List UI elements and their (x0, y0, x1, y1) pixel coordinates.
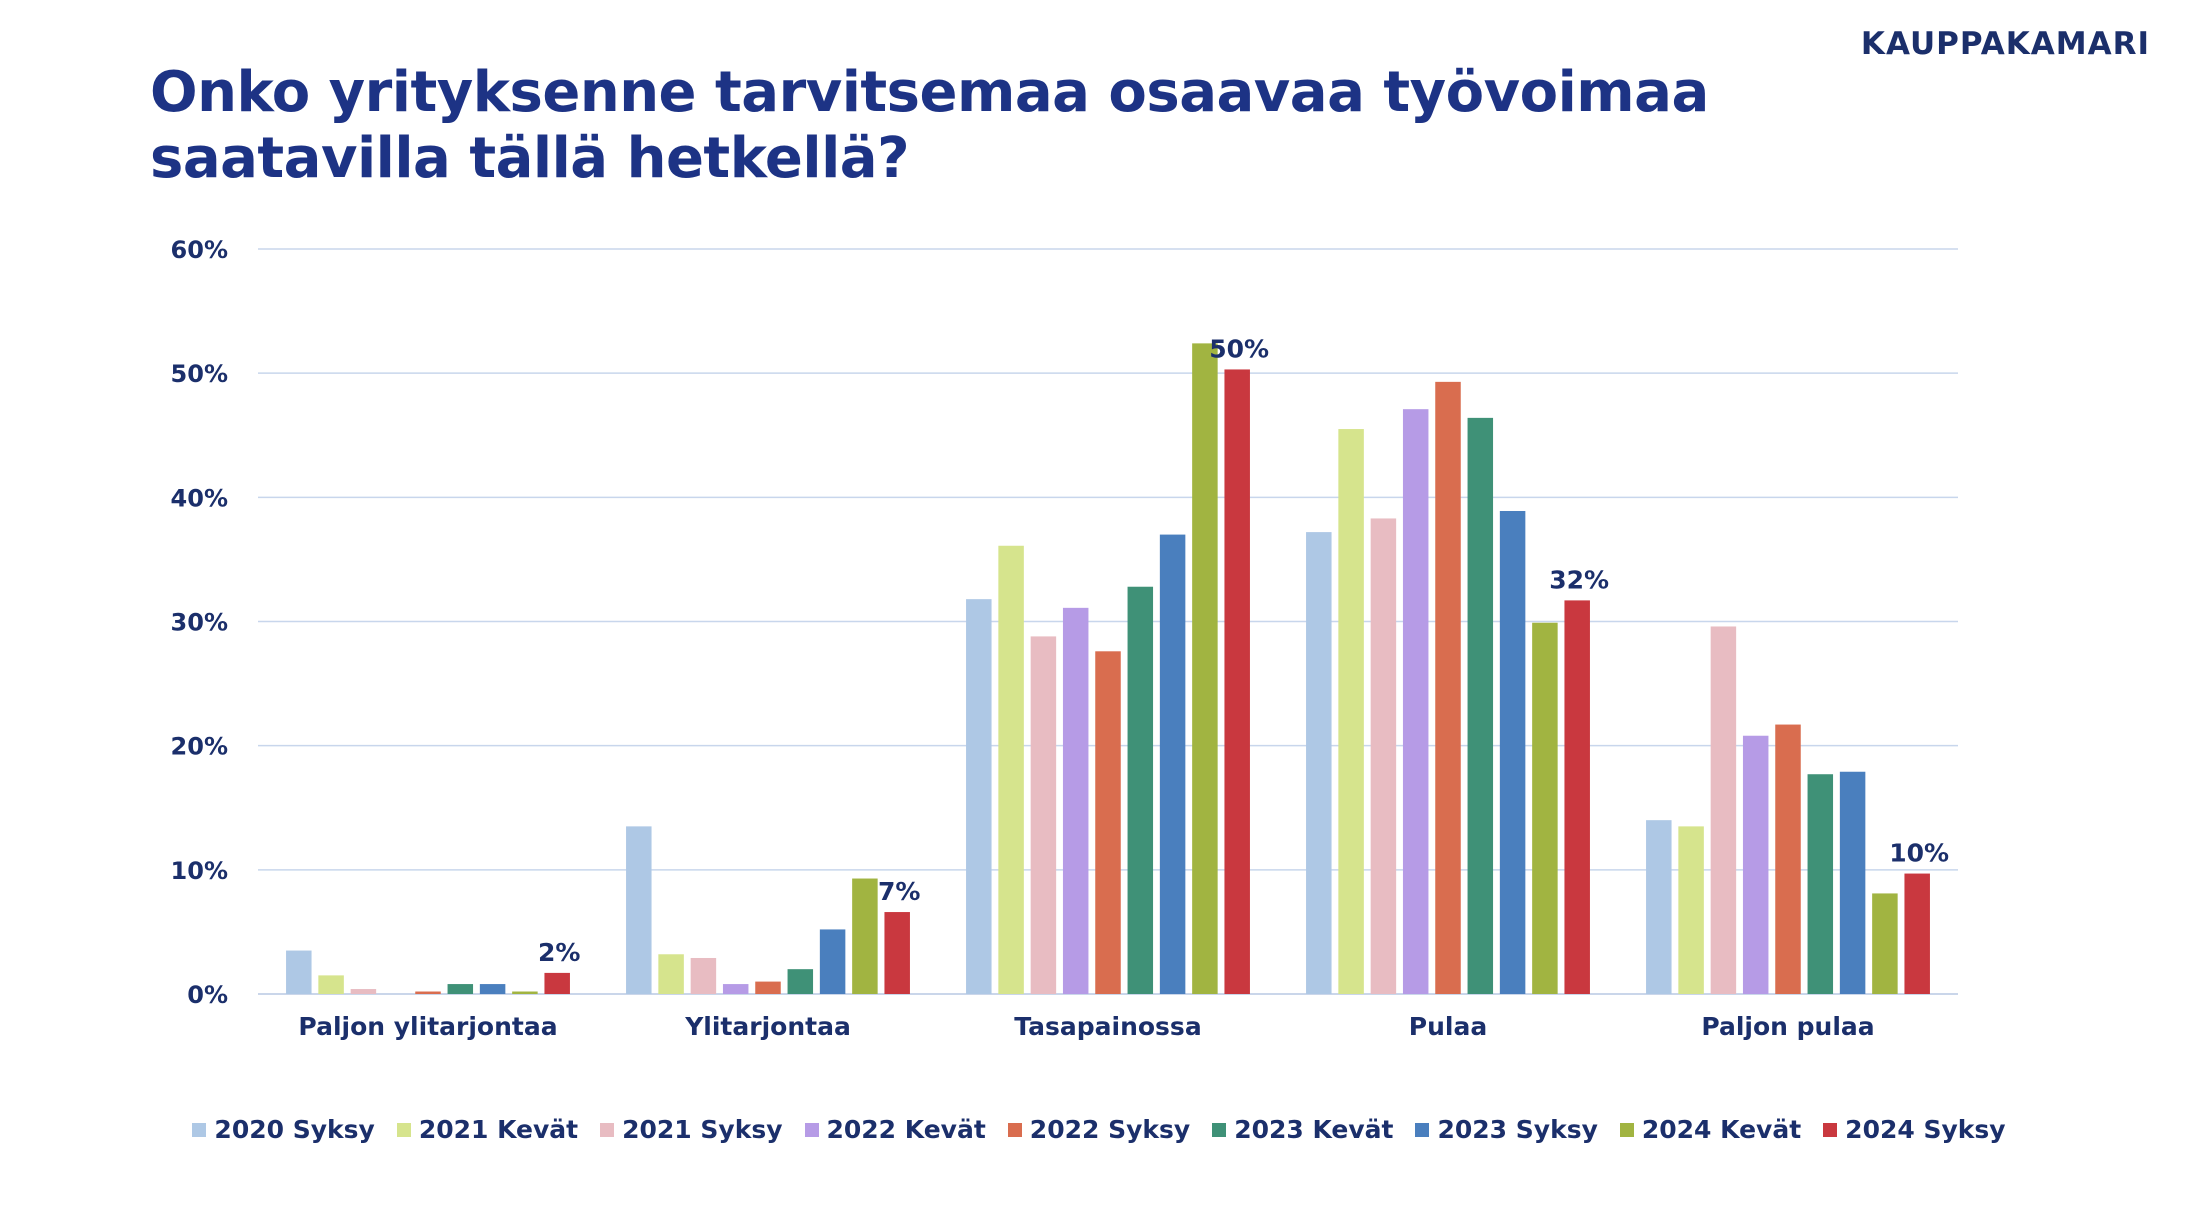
legend-label: 2023 Kevät (1234, 1115, 1394, 1144)
data-label: 50% (1209, 334, 1269, 363)
bar (1192, 343, 1218, 994)
legend-label: 2022 Syksy (1029, 1115, 1191, 1144)
legend-item: 2022 Kevät (804, 1115, 986, 1144)
legend-item: 2024 Kevät (1619, 1115, 1802, 1144)
bar (1678, 826, 1704, 994)
bar (690, 957, 717, 994)
chart-legend: 2020 Syksy 2021 Kevät 2021 Syksy 2022 Kevät… (0, 1115, 2198, 1144)
legend-label: 2020 Syksy (214, 1115, 375, 1144)
bar (787, 969, 814, 994)
y-tick-label: 20% (171, 733, 228, 761)
bar (1095, 651, 1121, 994)
x-tick-label: Ylitarjontaa (684, 1012, 851, 1041)
bar (626, 826, 652, 994)
x-tick-label: Tasapainossa (1014, 1012, 1201, 1041)
bar (1839, 771, 1866, 994)
bar (1435, 381, 1461, 994)
legend-swatch (1212, 1122, 1227, 1137)
page-title: Onko yrityksenne tarvitsemaa osaavaa työ… (150, 60, 1709, 191)
legend-item: 2023 Kevät (1212, 1115, 1393, 1144)
x-tick-label: Paljon ylitarjontaa (298, 1012, 557, 1041)
legend-item: 2024 Syksy (1823, 1115, 2006, 1144)
bar (1224, 369, 1250, 995)
legend-swatch (396, 1122, 411, 1137)
y-tick-label: 0% (187, 981, 228, 1009)
bar (1306, 532, 1332, 994)
legend-label: 2024 Syksy (1845, 1115, 2006, 1144)
legend-item: 2020 Syksy (192, 1115, 375, 1144)
x-tick-label: Pulaa (1409, 1012, 1487, 1041)
legend-swatch (192, 1122, 207, 1137)
bar (318, 975, 344, 994)
bar (479, 984, 506, 994)
bar (1062, 607, 1089, 994)
legend-item: 2021 Syksy (600, 1115, 783, 1144)
bar (966, 599, 992, 994)
bar (1370, 518, 1397, 994)
bar (884, 912, 910, 994)
data-label: 2% (538, 938, 580, 967)
bar (1532, 622, 1558, 994)
bar (1872, 893, 1898, 994)
y-tick-label: 40% (171, 484, 228, 512)
bar (544, 972, 570, 994)
legend-swatch (1007, 1122, 1022, 1137)
y-tick-label: 30% (171, 609, 228, 637)
bar (1338, 429, 1364, 995)
bar (722, 984, 749, 994)
bar (512, 991, 538, 994)
brand-logo: KAUPPAKAMARI (1860, 26, 2150, 62)
legend-swatch (1823, 1122, 1838, 1137)
bar (350, 989, 377, 994)
bar (1467, 417, 1494, 994)
x-tick-label: Paljon pulaa (1701, 1012, 1874, 1041)
bar (1127, 586, 1154, 994)
legend-item: 2021 Kevät (396, 1115, 579, 1144)
bar (1159, 534, 1186, 994)
data-label: 10% (1889, 839, 1949, 868)
bar (998, 545, 1024, 994)
bar (1904, 873, 1930, 994)
legend-label: 2023 Syksy (1437, 1115, 1598, 1144)
bar (1807, 774, 1834, 994)
legend-swatch (804, 1122, 819, 1137)
legend-label: 2021 Syksy (622, 1115, 783, 1144)
bar (1499, 510, 1526, 994)
y-tick-label: 10% (171, 857, 228, 885)
bar (755, 981, 781, 994)
bar (1742, 735, 1769, 994)
legend-swatch (600, 1122, 615, 1137)
legend-item: 2023 Syksy (1415, 1115, 1598, 1144)
bar (1710, 626, 1737, 994)
bar (819, 929, 846, 994)
bar (1564, 600, 1590, 994)
bar (415, 991, 441, 994)
bar (852, 878, 878, 994)
legend-label: 2022 Kevät (826, 1115, 986, 1144)
bar (1030, 636, 1057, 994)
legend-swatch (1619, 1122, 1634, 1137)
y-tick-label: 50% (171, 360, 228, 388)
bar (1402, 409, 1429, 994)
legend-label: 2024 Kevät (1641, 1115, 1802, 1144)
bar (658, 954, 684, 994)
legend-label: 2021 Kevät (418, 1115, 579, 1144)
bar (286, 950, 312, 994)
bar (1646, 820, 1672, 994)
legend-swatch (1415, 1122, 1430, 1137)
data-label: 32% (1549, 565, 1609, 594)
bar (1775, 724, 1801, 994)
bar (447, 984, 474, 994)
legend-item: 2022 Syksy (1007, 1115, 1191, 1144)
data-label: 7% (878, 877, 920, 906)
y-tick-label: 60% (171, 236, 228, 264)
